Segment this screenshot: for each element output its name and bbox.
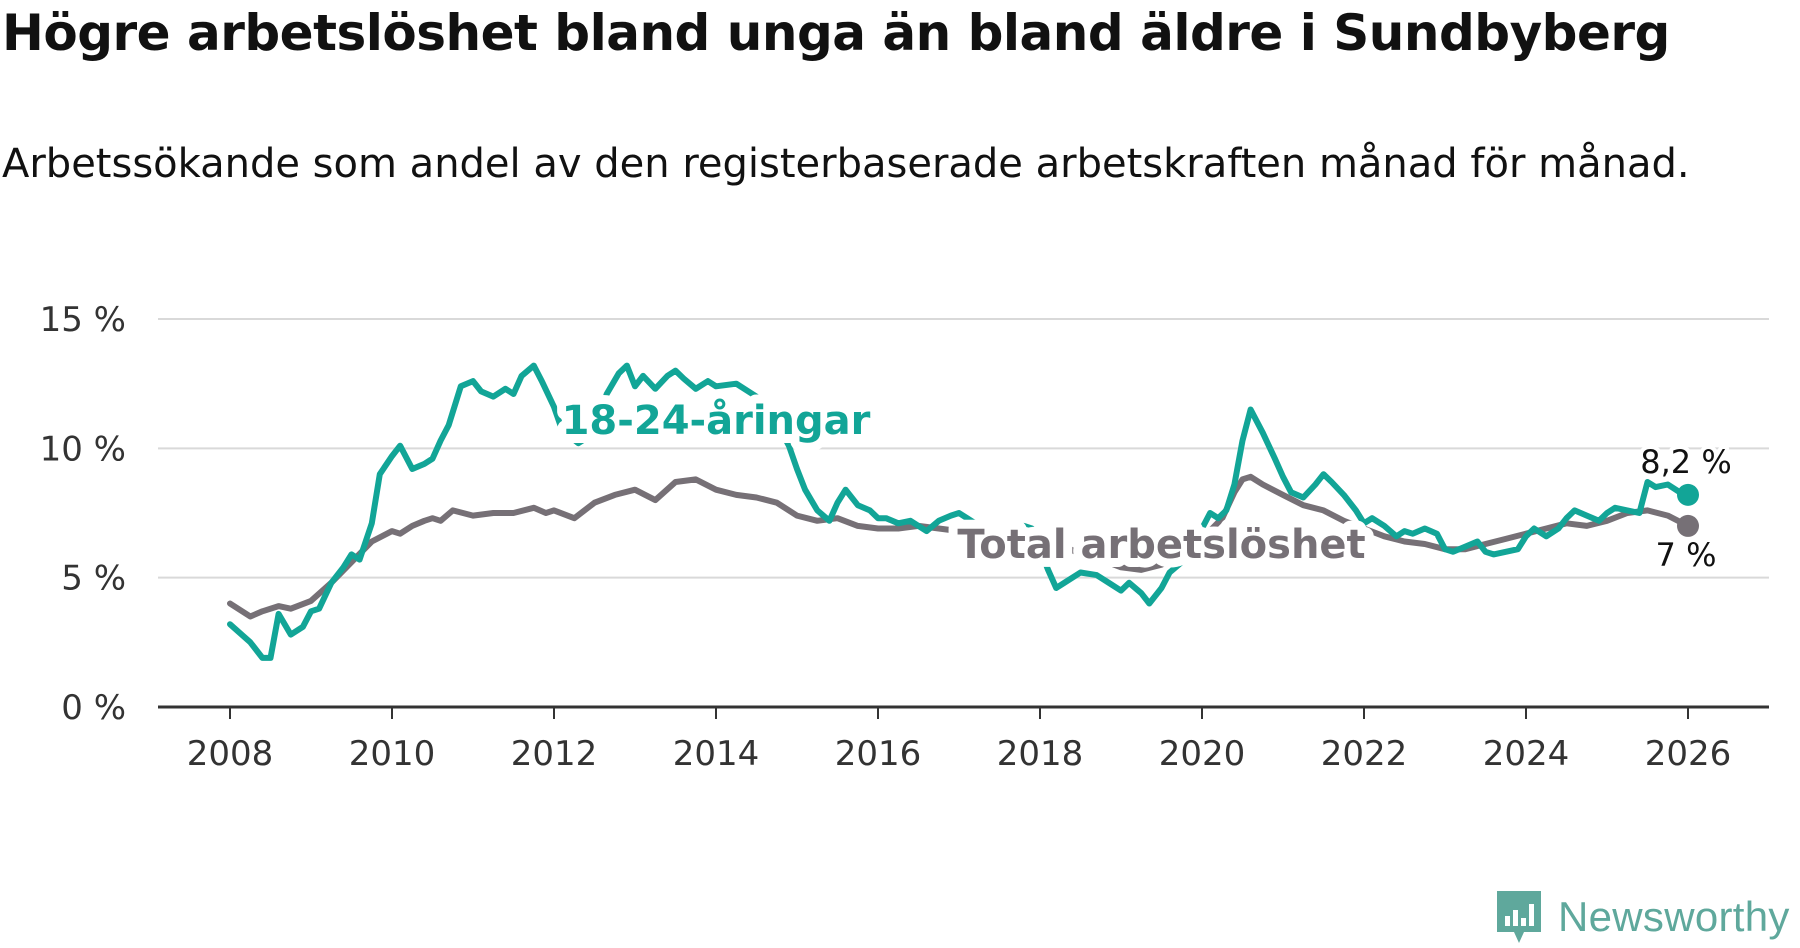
x-tick-label: 2016 <box>835 734 922 774</box>
x-tick-label: 2008 <box>187 734 274 774</box>
chart-title: Högre arbetslöshet bland unga än bland ä… <box>2 4 1670 62</box>
y-tick-label: 10 % <box>40 429 126 469</box>
x-tick-label: 2022 <box>1321 734 1408 774</box>
y-tick-label: 5 % <box>61 559 126 599</box>
series-line <box>227 362 1691 661</box>
series-end-label: 8,2 % <box>1640 443 1731 481</box>
y-tick-label: 0 % <box>61 688 126 728</box>
y-axis: 0 % 5 % 10 % 15 % <box>40 300 126 728</box>
series-annotation: 18-24-åringar <box>562 397 871 444</box>
x-tick-label: 2014 <box>673 734 760 774</box>
chart-subtitle: Arbetssökande som andel av den registerb… <box>2 141 1690 187</box>
y-tick-label: 15 % <box>40 300 126 340</box>
x-tick-label: 2012 <box>511 734 598 774</box>
newsworthy-logo-icon <box>1497 891 1541 943</box>
brand-name: Newsworthy <box>1558 893 1790 940</box>
x-tick-label: 2024 <box>1483 734 1570 774</box>
series-end-point <box>1677 514 1699 537</box>
x-tick-label: 2010 <box>349 734 436 774</box>
series-labels: 8,2 % 7 % 18-24-åringar Total arbetslöshet <box>553 388 1736 578</box>
grid-lines <box>158 318 1769 579</box>
x-axis: 2008 2010 2012 2014 2016 2018 2020 2022 2024 2026 <box>158 705 1769 774</box>
x-tick-label: 2020 <box>1159 734 1246 774</box>
newsworthy-logo[interactable]: Newsworthy <box>1494 888 1790 946</box>
series-end-point <box>1677 483 1699 506</box>
series-end-label: 7 % <box>1656 536 1717 574</box>
x-tick-label: 2026 <box>1645 734 1732 774</box>
series-lines <box>227 362 1699 661</box>
x-tick-label: 2018 <box>997 734 1084 774</box>
series-annotation: Total arbetslöshet <box>957 522 1365 568</box>
